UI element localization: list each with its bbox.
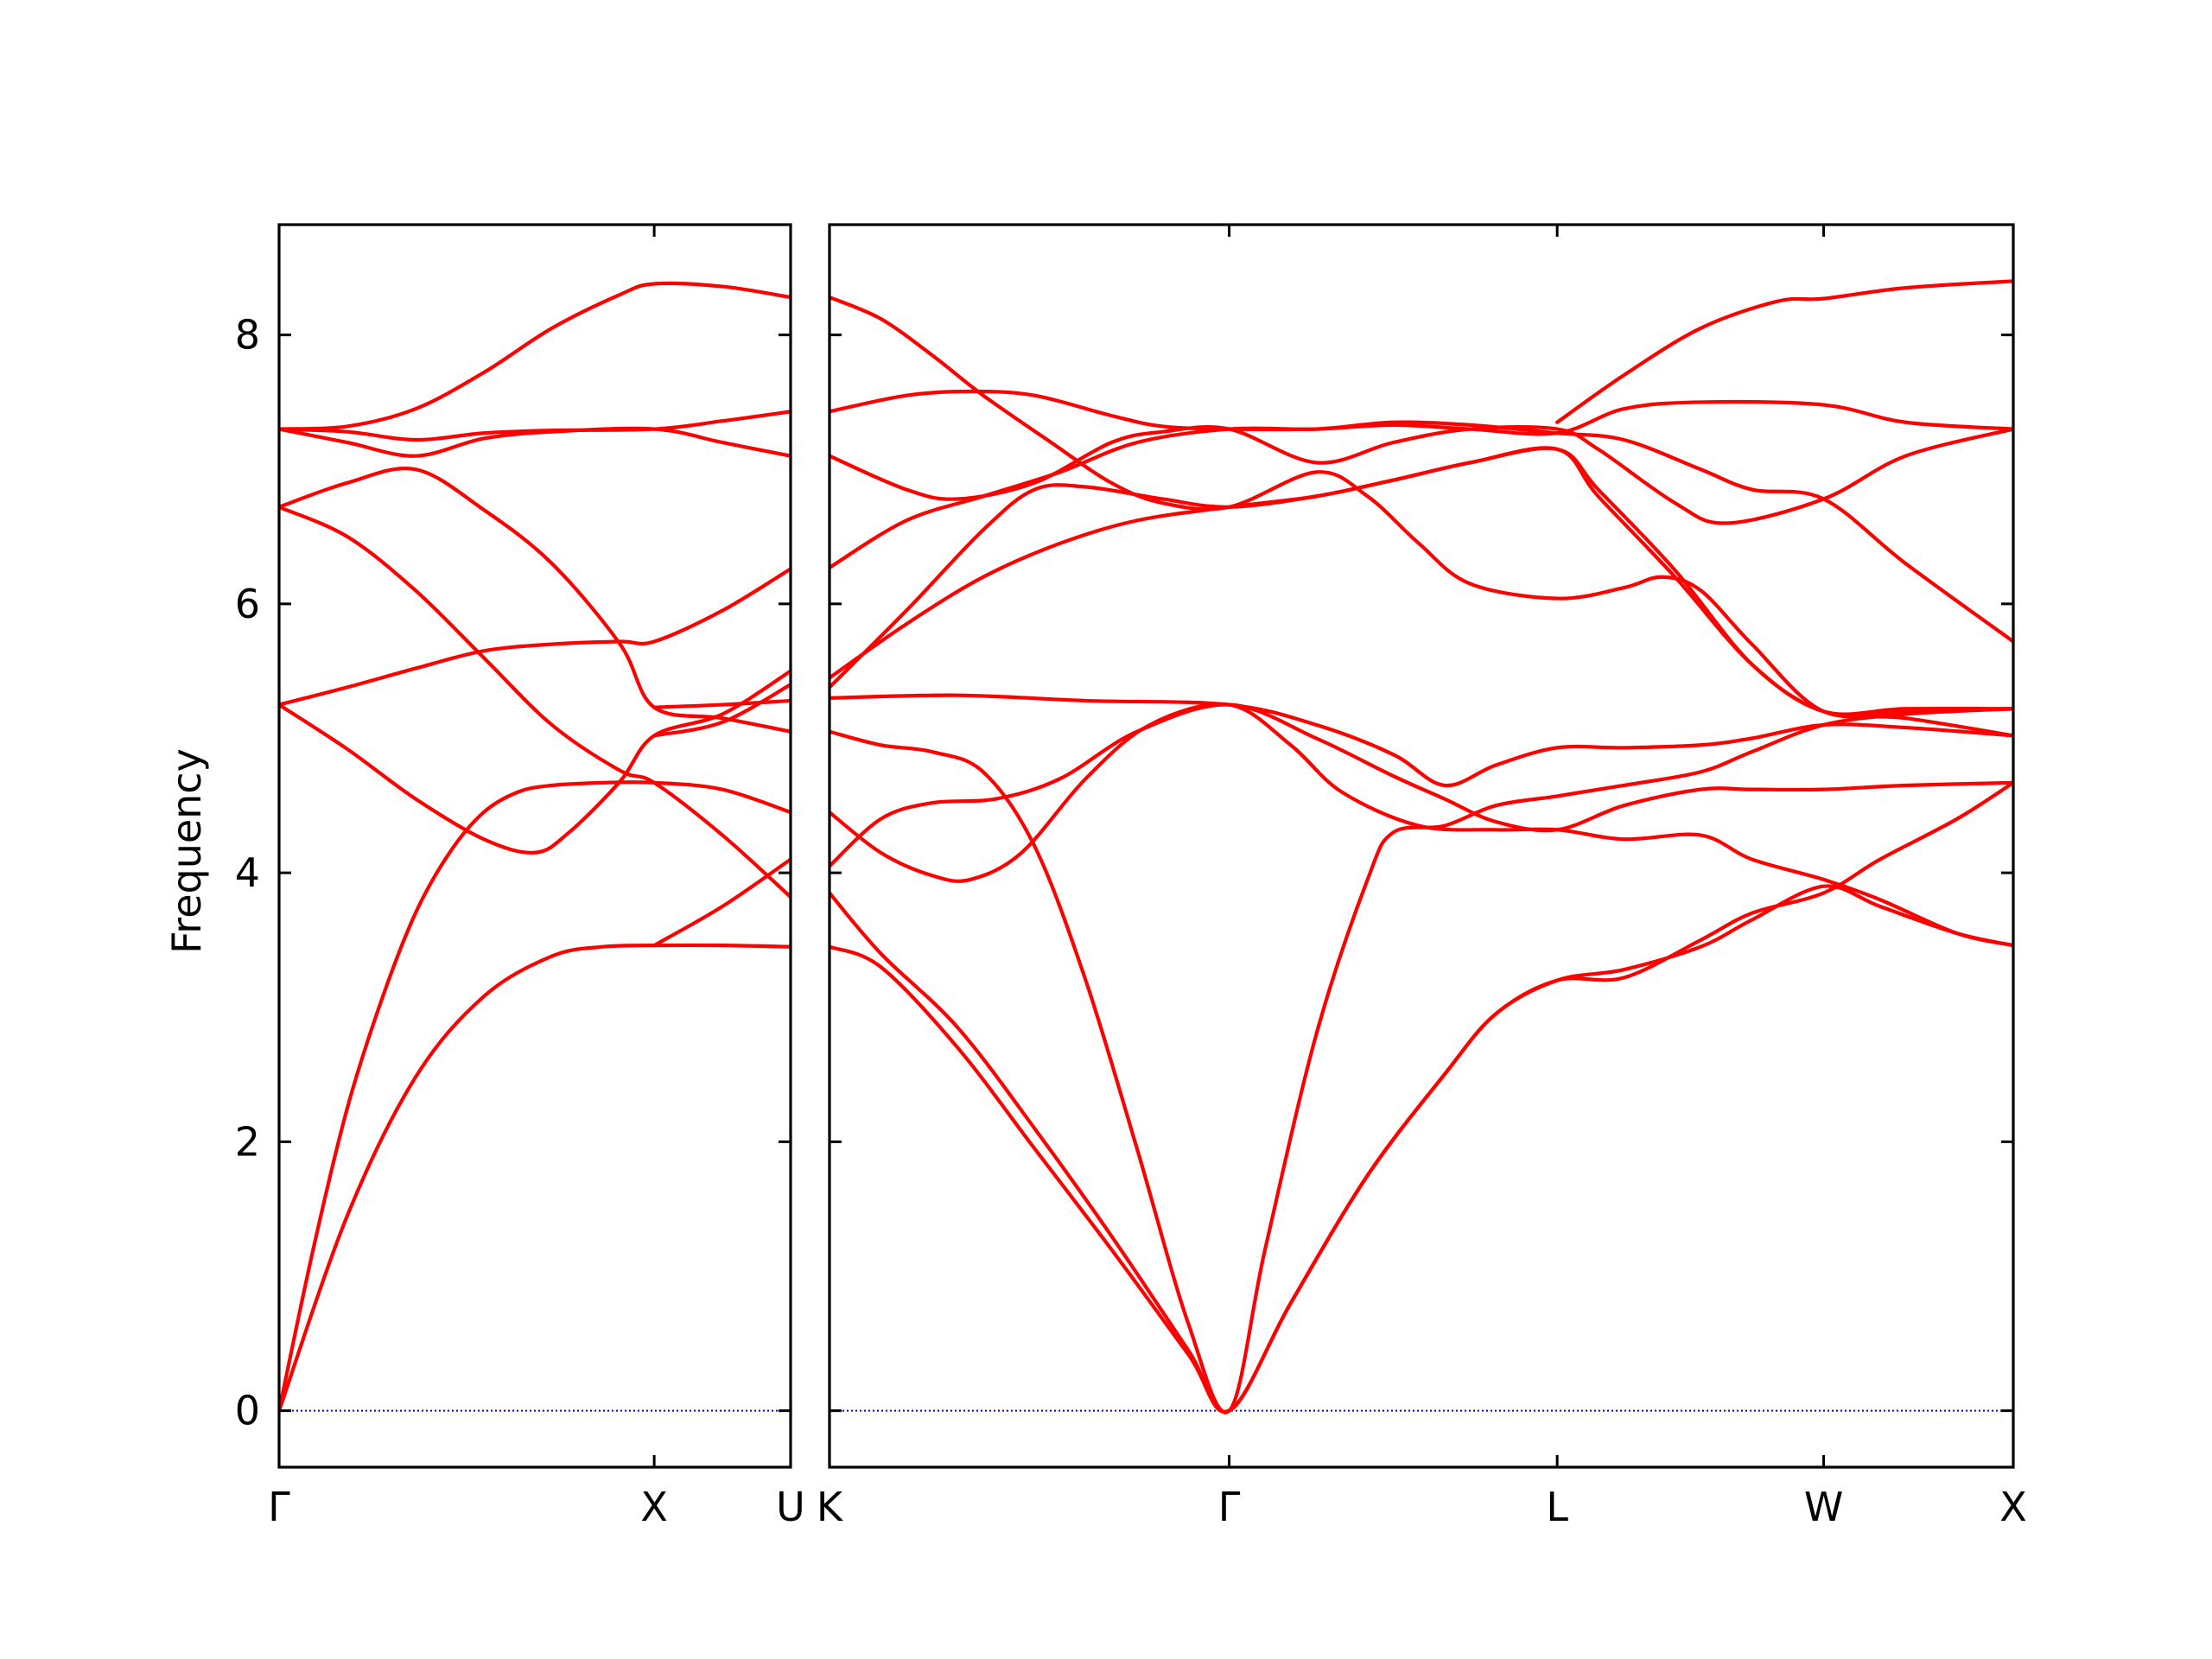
x-tick-label: U [776, 1484, 805, 1530]
band-line-6 [830, 693, 2013, 788]
x-tick-label: L [1546, 1484, 1568, 1530]
panel-frame [828, 223, 2015, 1469]
band-line-2 [830, 884, 2013, 1414]
band-line-13 [1555, 279, 2013, 424]
y-tick-label: 0 [235, 1388, 260, 1434]
band-line-10 [652, 857, 791, 948]
band-curves [279, 281, 791, 1413]
x-tick-label: X [640, 1484, 668, 1530]
panel-1: 0 2 4 6 8 Γ X U [235, 223, 805, 1530]
panel-frame [277, 223, 792, 1469]
band-line-5 [279, 505, 791, 899]
band-line-8 [830, 446, 2013, 738]
band-line-8 [279, 281, 791, 431]
band-line-9 [279, 410, 791, 442]
band-curves [830, 279, 2013, 1414]
band-line-6 [279, 467, 791, 734]
band-line-10 [830, 424, 2013, 525]
band-line-3 [830, 702, 2013, 948]
x-tick-label: K [817, 1484, 844, 1530]
band-line-3 [279, 669, 791, 855]
band-line-12 [830, 295, 2013, 719]
x-tick-label: Γ [1218, 1484, 1241, 1530]
band-line-5 [830, 707, 2013, 1414]
band-line-7 [279, 426, 791, 458]
y-tick-label: 6 [235, 581, 260, 627]
y-tick-label: 8 [235, 312, 260, 359]
band-line-4 [279, 567, 791, 707]
x-tick-label: W [1804, 1484, 1843, 1530]
panels: 0 2 4 6 8 Γ X U K Γ L W X [235, 223, 2027, 1530]
band-line-4 [830, 702, 2013, 868]
y-tick-label: 2 [235, 1118, 260, 1165]
band-line-1 [279, 943, 791, 1413]
band-line-9 [830, 420, 2013, 644]
y-tick-label: 4 [235, 849, 260, 896]
x-tick-label: X [1999, 1484, 2027, 1530]
y-axis-label: Frequency [163, 748, 210, 954]
band-line-12 [652, 683, 791, 738]
x-tick-label: Γ [268, 1484, 290, 1530]
band-line-11 [830, 389, 2013, 436]
band-line-11 [652, 698, 791, 709]
